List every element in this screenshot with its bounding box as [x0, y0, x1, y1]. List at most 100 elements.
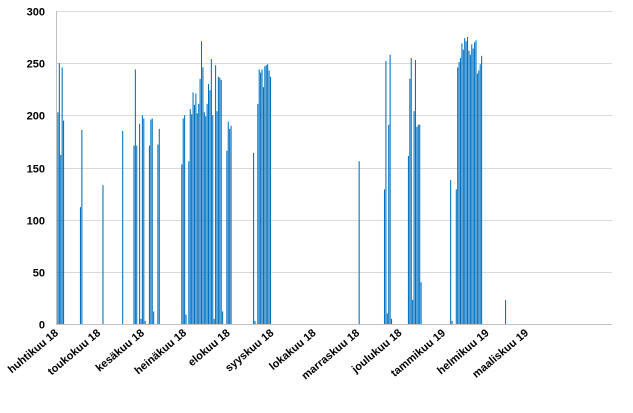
- bar: [122, 130, 124, 324]
- bar: [474, 42, 476, 325]
- bar: [184, 115, 186, 324]
- bar: [219, 77, 221, 325]
- bar: [222, 311, 224, 324]
- bar: [230, 125, 232, 325]
- bar: [63, 120, 65, 324]
- bar: [420, 282, 422, 324]
- bar: [141, 115, 143, 324]
- bar: [133, 145, 135, 324]
- bar: [198, 103, 200, 324]
- bar: [261, 69, 263, 325]
- bar: [260, 72, 262, 324]
- bar: [215, 65, 217, 324]
- bar: [386, 313, 388, 324]
- bar: [479, 64, 481, 325]
- bar: [191, 114, 193, 324]
- bar: [134, 69, 136, 325]
- bar: [196, 113, 198, 324]
- bar: [391, 318, 393, 324]
- bar: [253, 152, 255, 324]
- bar: [192, 92, 194, 324]
- bar: [478, 70, 480, 324]
- y-tick-label: 50: [33, 268, 45, 280]
- y-tick-label: 0: [39, 320, 45, 332]
- bar: [265, 65, 267, 324]
- bar: [409, 78, 411, 324]
- bar: [451, 320, 453, 324]
- bar: [144, 320, 146, 324]
- bar: [455, 189, 457, 324]
- bar: [227, 121, 229, 324]
- bar: [60, 154, 62, 324]
- bar: [57, 112, 59, 324]
- bar: [257, 103, 259, 324]
- bar: [185, 314, 187, 324]
- bar: [416, 126, 418, 324]
- y-tick-label: 100: [27, 216, 45, 228]
- bar: [193, 104, 195, 325]
- bar: [206, 103, 208, 324]
- bar: [189, 109, 191, 324]
- bar: [153, 311, 155, 324]
- y-axis-tick-labels: 0 50 100 150 200 250 300: [27, 7, 45, 332]
- bar: [475, 40, 477, 325]
- bar: [385, 61, 387, 324]
- bar: [220, 79, 222, 324]
- bar: [413, 111, 415, 324]
- bar: [462, 49, 464, 324]
- bar: [102, 185, 104, 324]
- bar: [195, 93, 197, 324]
- bar: [205, 116, 207, 324]
- bar: [151, 118, 153, 325]
- bar: [412, 300, 414, 324]
- bar-series: [56, 37, 507, 325]
- bar: [79, 207, 81, 324]
- bar: [58, 63, 60, 325]
- bar: [181, 164, 183, 324]
- y-tick-label: 150: [27, 164, 45, 176]
- bar: [268, 70, 270, 324]
- bar: [208, 84, 210, 324]
- bar: [150, 119, 152, 324]
- bar: [199, 78, 201, 324]
- bar: [476, 73, 478, 324]
- bar: [216, 111, 218, 324]
- bar: [217, 76, 219, 324]
- bar: [358, 161, 360, 324]
- bar: [202, 67, 204, 324]
- bar: [148, 145, 150, 324]
- bar: [383, 189, 386, 324]
- bar: [254, 320, 256, 324]
- bar: [158, 128, 160, 324]
- bar: [481, 55, 483, 325]
- bar: [464, 38, 466, 324]
- bar: [407, 156, 409, 324]
- y-tick-label: 300: [27, 7, 45, 19]
- bar: [143, 118, 145, 325]
- bar: [389, 54, 391, 324]
- bar: [258, 69, 260, 325]
- bar: [267, 64, 269, 325]
- bar: [213, 318, 215, 324]
- bar: [229, 128, 231, 324]
- bar: [417, 124, 419, 324]
- bar: [471, 44, 473, 324]
- y-tick-label: 250: [27, 59, 45, 71]
- bar: [157, 144, 159, 324]
- bar: [459, 57, 462, 324]
- gridlines: [56, 11, 612, 273]
- bar: [212, 115, 214, 324]
- bar: [226, 150, 228, 324]
- bar: [450, 180, 452, 324]
- bar: [410, 57, 412, 324]
- bar: [461, 43, 463, 325]
- bar: [136, 145, 138, 324]
- bar: [61, 67, 63, 324]
- bar: [188, 161, 190, 324]
- bar: [414, 60, 416, 324]
- bar: [469, 54, 471, 324]
- bar: [465, 41, 467, 324]
- bar: [210, 58, 212, 325]
